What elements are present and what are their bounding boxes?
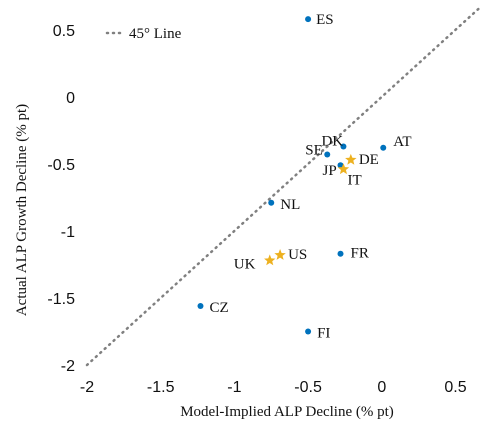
dot-point-cz <box>197 303 204 310</box>
x-tick-label: -2 <box>80 379 94 396</box>
point-label-se: SE <box>305 143 323 159</box>
point-label-it: IT <box>347 172 361 188</box>
dot-point-fr <box>337 250 344 257</box>
point-label-fr: FR <box>351 246 369 262</box>
dot-point-es <box>305 16 312 23</box>
point-label-cz: CZ <box>209 300 228 316</box>
y-tick-label: -1 <box>61 224 75 241</box>
x-tick-label: 0.5 <box>444 379 466 396</box>
point-label-us: US <box>288 247 307 263</box>
legend-label-45-line: 45° Line <box>129 26 182 42</box>
legend: 45° Line <box>105 26 182 42</box>
x-tick-label: -1 <box>227 379 241 396</box>
x-tick-label: 0 <box>377 379 386 396</box>
dot-point-jp <box>337 162 344 169</box>
dot-point-fi <box>305 328 312 335</box>
point-label-fi: FI <box>317 325 330 341</box>
y-tick-label: 0 <box>66 90 75 107</box>
star-point-de <box>345 153 357 165</box>
point-label-at: AT <box>393 134 411 150</box>
point-label-de: DE <box>359 152 379 168</box>
point-label-dk: DK <box>321 133 343 149</box>
x-axis-ticks: -2 -1.5 -1 -0.5 0 0.5 <box>80 379 467 396</box>
y-axis-label: Actual ALP Growth Decline (% pt) <box>14 104 30 316</box>
point-label-uk: UK <box>234 256 256 272</box>
x-tick-label: -0.5 <box>294 379 322 396</box>
point-label-nl: NL <box>280 197 300 213</box>
y-tick-label: -2 <box>61 358 75 375</box>
y-axis-ticks: -2 -1.5 -1 -0.5 0 0.5 <box>47 23 75 375</box>
point-label-jp: JP <box>323 163 337 179</box>
star-point-it <box>337 163 350 175</box>
star-point-uk <box>264 254 276 266</box>
y-tick-label: -0.5 <box>47 157 75 174</box>
dot-point-se <box>324 151 331 158</box>
y-tick-label: 0.5 <box>53 23 75 40</box>
dot-point-nl <box>268 199 275 206</box>
star-point-us <box>274 249 286 260</box>
reference-45-degree-line <box>85 4 482 367</box>
x-tick-label: -1.5 <box>147 379 175 396</box>
dot-point-at <box>380 144 387 151</box>
point-label-es: ES <box>316 12 334 28</box>
dot-point-dk <box>340 143 347 150</box>
y-tick-label: -1.5 <box>47 291 75 308</box>
x-axis-label: Model-Implied ALP Decline (% pt) <box>180 404 394 420</box>
